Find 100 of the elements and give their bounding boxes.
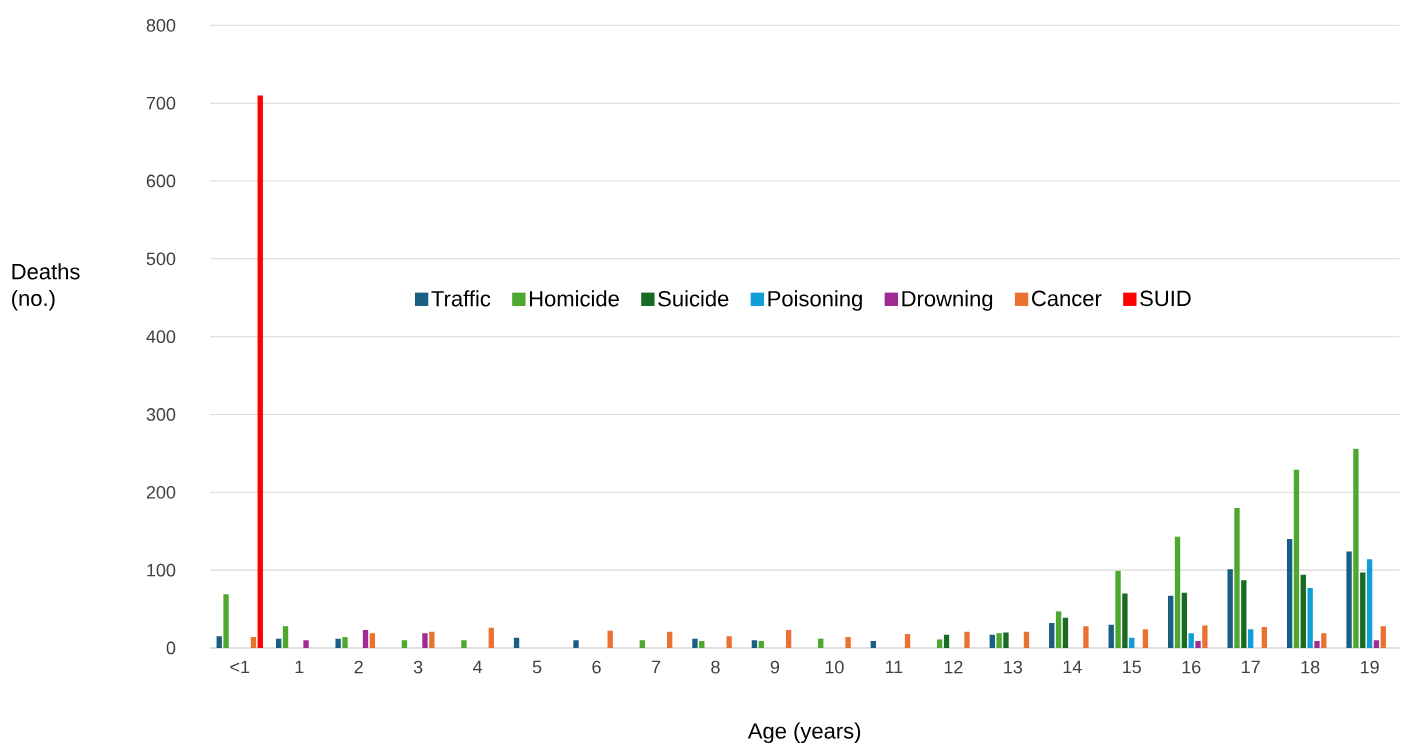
legend-label: Homicide xyxy=(529,290,619,307)
x-tick-label: 10 xyxy=(825,660,844,674)
bar xyxy=(342,637,348,648)
legend-label: SUID xyxy=(1140,290,1191,307)
bar xyxy=(1181,592,1188,648)
bar xyxy=(1286,539,1293,648)
bar xyxy=(1168,595,1174,648)
bar xyxy=(362,630,369,648)
bar xyxy=(1380,626,1386,648)
bar xyxy=(989,634,995,648)
bar xyxy=(1321,633,1327,648)
bar xyxy=(513,637,520,648)
x-tick-label: 3 xyxy=(413,660,423,674)
bar xyxy=(1247,629,1254,648)
bar xyxy=(282,626,289,648)
bar xyxy=(785,630,792,648)
bar xyxy=(1373,640,1380,648)
bar xyxy=(726,636,732,648)
y-tick-label: 500 xyxy=(146,252,176,266)
bar xyxy=(488,627,494,648)
bar xyxy=(1227,569,1233,648)
bar xyxy=(1003,632,1009,648)
bar xyxy=(1261,626,1268,648)
bar xyxy=(667,631,673,648)
bar xyxy=(964,631,970,648)
bar xyxy=(1195,640,1201,648)
x-tick-label: 1 xyxy=(295,660,304,674)
bar xyxy=(429,631,435,648)
bar xyxy=(1129,637,1135,648)
bar xyxy=(1202,625,1208,648)
bar xyxy=(692,638,698,648)
bar xyxy=(996,633,1002,648)
bar xyxy=(1241,580,1247,648)
bar xyxy=(1049,623,1055,648)
bar xyxy=(1346,551,1352,648)
bar xyxy=(461,640,467,648)
bar xyxy=(303,640,309,648)
bar xyxy=(1314,640,1320,648)
bar xyxy=(335,638,341,648)
legend-label: Drowning xyxy=(902,290,993,311)
x-tick-label: 19 xyxy=(1360,660,1379,674)
bar xyxy=(369,633,376,648)
x-tick-label: 9 xyxy=(770,660,780,674)
bar xyxy=(422,633,428,648)
bar xyxy=(607,630,613,648)
y-tick-label: 300 xyxy=(146,408,176,421)
bar xyxy=(1122,593,1128,648)
x-tick-label: 6 xyxy=(592,660,601,674)
x-tick-label: 12 xyxy=(944,660,963,674)
bar xyxy=(758,640,764,648)
bar xyxy=(257,95,263,648)
x-tick-label: 18 xyxy=(1301,660,1320,674)
legend-label: Suicide xyxy=(658,290,729,307)
x-axis-title: Age (years) xyxy=(747,722,861,744)
bar xyxy=(216,636,222,648)
x-tick-label: 15 xyxy=(1123,660,1141,674)
y-tick-label: 800 xyxy=(146,18,176,32)
bar xyxy=(1142,629,1149,648)
x-tick-label: 7 xyxy=(651,660,661,674)
x-tick-label: 14 xyxy=(1063,660,1082,674)
bar xyxy=(1023,631,1030,648)
x-tick-label: 4 xyxy=(473,660,483,674)
bar xyxy=(250,637,257,648)
x-tick-label: 5 xyxy=(532,660,542,674)
bar xyxy=(1174,536,1181,648)
y-tick-label: 200 xyxy=(146,485,176,499)
bar xyxy=(639,640,645,648)
x-tick-label: 17 xyxy=(1242,660,1260,674)
y-tick-label: 100 xyxy=(147,563,176,577)
bar xyxy=(699,640,705,648)
bar xyxy=(1300,574,1306,648)
bar xyxy=(1188,633,1194,648)
bar xyxy=(1293,469,1300,648)
bar xyxy=(751,640,758,648)
y-axis-title: Deaths (no.) xyxy=(12,263,80,311)
bar xyxy=(1115,570,1121,648)
x-tick-label: <1 xyxy=(230,660,250,674)
x-tick-label: 11 xyxy=(885,660,903,674)
bar xyxy=(904,633,911,648)
bar xyxy=(223,594,229,648)
bar xyxy=(573,640,579,648)
bar xyxy=(1307,588,1313,648)
bar xyxy=(845,637,851,648)
legend-label: Poisoning xyxy=(768,290,862,311)
bar xyxy=(1055,611,1062,648)
legend-label: Cancer xyxy=(1032,290,1102,307)
y-tick-label: 600 xyxy=(146,174,176,188)
bar xyxy=(1108,624,1114,648)
bar xyxy=(1083,626,1089,648)
bar xyxy=(1366,559,1373,648)
bar xyxy=(1234,507,1240,648)
x-tick-label: 13 xyxy=(1004,660,1023,674)
bar xyxy=(870,640,877,648)
x-tick-label: 16 xyxy=(1182,660,1201,674)
bar xyxy=(936,639,943,648)
y-tick-label: 0 xyxy=(166,641,176,655)
bar xyxy=(1353,448,1359,648)
bar xyxy=(401,640,408,648)
legend-label: Traffic xyxy=(431,290,491,307)
bar xyxy=(276,638,282,648)
